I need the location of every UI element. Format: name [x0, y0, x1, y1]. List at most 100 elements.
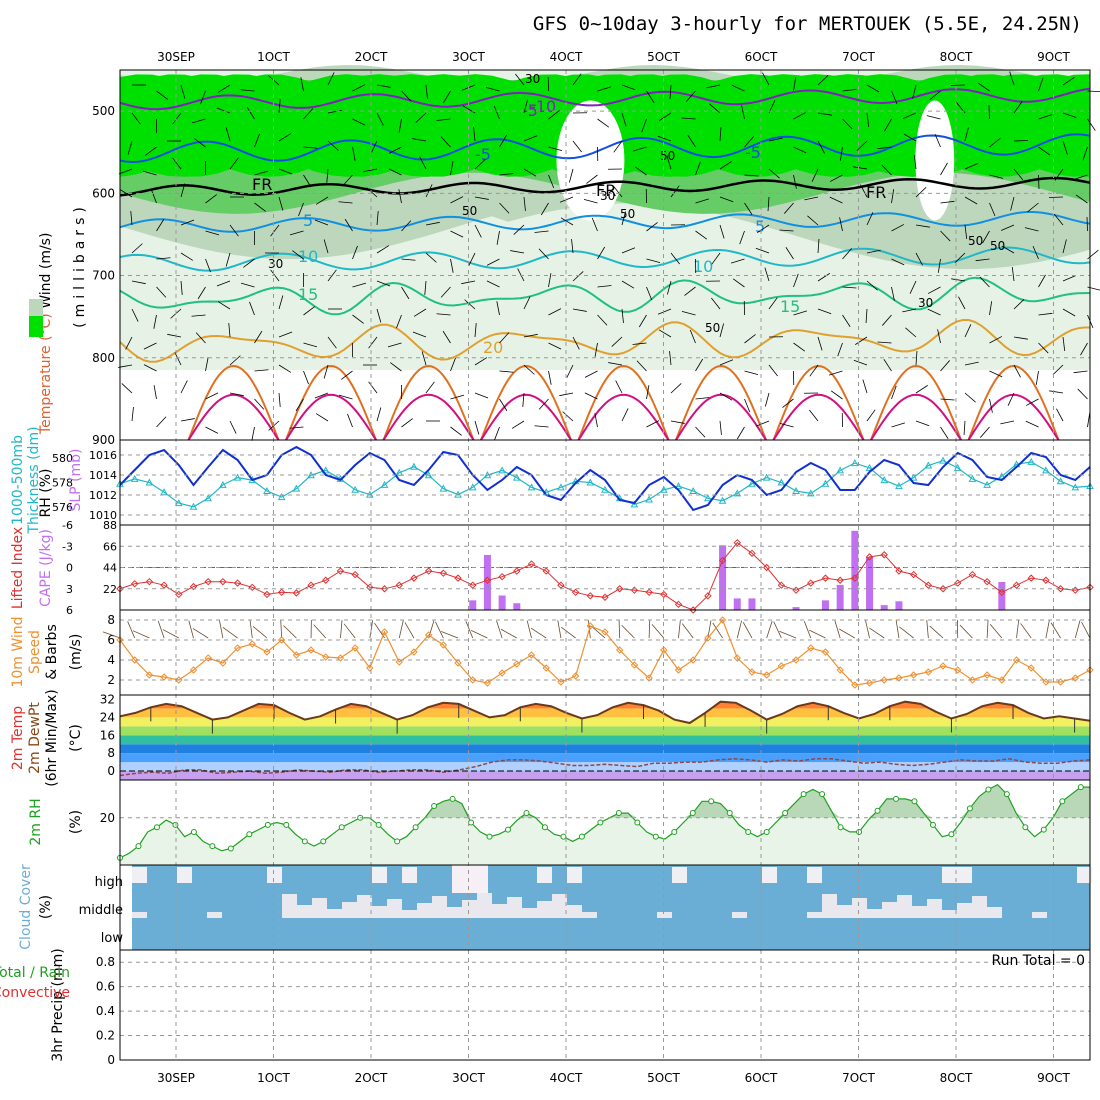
wind-barb	[450, 230, 464, 238]
wind-barb	[376, 84, 391, 88]
temperature-label: Temperature (°C)	[38, 313, 54, 435]
wind-barb	[828, 370, 843, 376]
wind-label-1: 10m Wind	[10, 616, 26, 687]
wind-speed-point	[909, 671, 918, 679]
rh2m-point	[338, 824, 345, 831]
wind-speed-point	[615, 646, 624, 654]
wind-barb	[597, 285, 612, 288]
thickness-point	[1027, 457, 1036, 465]
rh2m-point	[782, 810, 789, 817]
thickness-point	[233, 473, 242, 481]
li-point	[380, 585, 389, 593]
thickness-point	[645, 495, 653, 503]
li-point	[865, 553, 874, 561]
rh2m-point	[523, 810, 530, 817]
wind-barb	[597, 86, 612, 92]
wind-barb	[523, 196, 526, 211]
rh2m-point	[689, 810, 696, 817]
wind-barb	[127, 140, 133, 155]
wind-barb	[496, 301, 500, 316]
temp-arch-30	[675, 393, 767, 441]
wind-barb	[989, 370, 1003, 378]
rh-contour-label: 30	[268, 257, 283, 271]
rh-contour-label: 30	[525, 72, 540, 86]
wind-barb	[1000, 224, 1015, 231]
precip-tick: 0.2	[96, 1029, 115, 1043]
wind-barb	[303, 108, 314, 120]
wind-barb	[401, 286, 410, 300]
cloud-mid	[327, 909, 342, 918]
rh2m-point	[1040, 826, 1047, 833]
wind-barb	[646, 420, 660, 428]
temp-arch-30	[967, 393, 1060, 441]
temp-label-2: 2m DewPt	[27, 702, 43, 774]
wind-barb	[523, 333, 538, 338]
li-point	[219, 577, 227, 586]
wind-barb	[695, 230, 708, 240]
wind-barb	[229, 392, 244, 397]
wind-barb	[278, 99, 281, 114]
pressure-tick: 600	[92, 186, 115, 200]
wind-barb	[415, 112, 427, 123]
wind-speed-point	[513, 660, 521, 668]
wind-speed-point	[733, 654, 741, 662]
wind-barb	[450, 394, 465, 400]
wind-barb	[964, 163, 979, 170]
rh-contour-label: 30	[600, 189, 615, 203]
temp-contour	[119, 319, 1090, 363]
wind-barb	[352, 245, 358, 260]
wind-barb	[548, 174, 555, 189]
thickness-point	[512, 473, 521, 481]
li-point	[424, 567, 433, 575]
wind-barb	[1013, 364, 1021, 378]
rh2m-point	[578, 833, 585, 840]
cloud-mid	[987, 907, 1002, 918]
cloud-mid	[957, 903, 972, 918]
wind-barb	[829, 174, 843, 182]
cloud-mid	[447, 907, 462, 918]
wind-barb	[327, 269, 337, 282]
date-label-top: 2OCT	[355, 50, 388, 64]
wind-barb	[538, 398, 549, 410]
cloud-high	[807, 867, 822, 883]
wind-barb	[902, 112, 917, 119]
wind-barb	[613, 185, 623, 198]
wind-barb	[767, 196, 770, 211]
wind-barb-10m	[682, 623, 694, 639]
wind-barb-10m	[1050, 622, 1061, 639]
wind-barb	[621, 247, 636, 254]
date-axis-bottom: 30SEP 1OCT 2OCT 3OCT 4OCT 5OCT 6OCT 7OCT 8OCT 9OC…	[157, 1071, 1070, 1085]
wind-speed-point	[498, 669, 506, 677]
cloud-mid	[477, 893, 492, 918]
wind-barb	[474, 196, 489, 200]
wind-barb	[621, 408, 629, 422]
wind-barb	[523, 364, 535, 375]
wind-barb	[517, 268, 525, 282]
wind-barb	[719, 161, 732, 170]
wind-barb	[615, 380, 623, 394]
wind-barb	[205, 426, 219, 434]
wind-barb	[958, 296, 966, 310]
cape-tick: 66	[103, 540, 117, 553]
wind-barb	[632, 342, 647, 345]
wind-barb	[951, 278, 966, 282]
wind-barb-10m	[398, 620, 404, 639]
wind-barb	[1053, 213, 1064, 226]
wind-barb	[811, 168, 819, 182]
wind-label-2: Speed	[27, 630, 43, 674]
wind-barb	[711, 297, 721, 310]
wind-barb-10m	[678, 620, 681, 639]
thickness-point	[601, 485, 609, 493]
li-point	[498, 573, 506, 581]
wind-speed-point	[439, 641, 448, 649]
thickness-point	[880, 476, 889, 484]
svg-text:(°C): (°C)	[68, 724, 84, 752]
wind-barb	[499, 398, 508, 412]
wind-barb	[842, 286, 857, 289]
wind-barb-10m	[313, 624, 327, 639]
wind-barb	[817, 239, 820, 254]
wind-barb-10m	[102, 631, 121, 639]
wind-barb	[314, 219, 329, 226]
wind-barb	[768, 137, 783, 142]
svg-text:(%): (%)	[38, 895, 54, 919]
